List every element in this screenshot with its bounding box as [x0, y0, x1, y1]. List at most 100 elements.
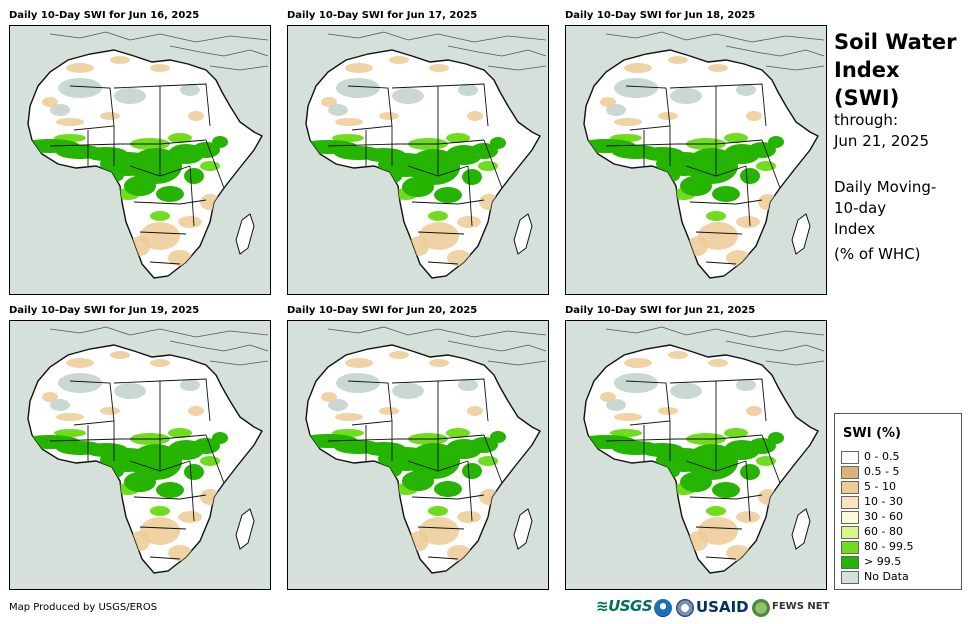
legend-swatch	[841, 571, 859, 584]
madagascar	[513, 213, 533, 255]
moist-soil-area	[724, 133, 748, 143]
legend-label: > 99.5	[864, 555, 902, 568]
saturated-soil-area	[212, 136, 228, 148]
africa-map-svg	[288, 26, 548, 294]
panel-title: Daily 10-Day SWI for Jun 17, 2025	[287, 10, 478, 21]
country-border	[761, 139, 781, 189]
legend-label: 5 - 10	[864, 480, 896, 493]
moist-soil-area	[724, 428, 748, 438]
no-data-area	[58, 78, 102, 98]
moist-soil-area	[706, 506, 726, 516]
saturated-soil-area	[192, 142, 220, 158]
panel-title: Daily 10-Day SWI for Jun 16, 2025	[9, 10, 200, 21]
moist-soil-area	[446, 133, 470, 143]
saturated-soil-area	[680, 176, 712, 196]
country-border	[605, 143, 677, 147]
neighbor-coastline	[725, 45, 825, 57]
africa-map	[9, 320, 271, 590]
moist-soil-area	[168, 133, 192, 143]
legend-swatch	[841, 556, 859, 569]
dry-soil-area	[658, 112, 678, 120]
no-data-area	[180, 379, 200, 391]
dry-soil-area	[140, 517, 180, 545]
dry-soil-area	[746, 111, 762, 121]
africa-map	[287, 320, 549, 590]
country-border	[437, 378, 489, 422]
saturated-soil-area	[156, 482, 184, 498]
legend-swatch	[841, 496, 859, 509]
panel-title: Daily 10-Day SWI for Jun 20, 2025	[287, 305, 478, 316]
legend-swatch	[841, 541, 859, 554]
country-border	[159, 83, 211, 127]
neighbor-coastline	[49, 326, 269, 338]
neighbor-coastline	[327, 326, 547, 338]
legend-swatch	[841, 526, 859, 539]
madagascar	[513, 508, 533, 550]
saturated-soil-area	[712, 482, 740, 498]
dry-soil-area	[56, 118, 84, 126]
africa-map	[565, 25, 827, 295]
through-date: Jun 21, 2025	[834, 132, 930, 150]
country-border	[149, 556, 181, 560]
country-border	[745, 165, 751, 227]
no-data-area	[606, 399, 626, 411]
no-data-area	[328, 399, 348, 411]
dry-soil-area	[100, 112, 120, 120]
legend-label: 0 - 0.5	[864, 450, 900, 463]
madagascar	[791, 213, 811, 255]
dry-soil-area	[168, 545, 192, 561]
country-border	[605, 438, 677, 442]
legend-label: 10 - 30	[864, 495, 903, 508]
dry-soil-area	[66, 358, 94, 368]
country-border	[625, 85, 671, 131]
saturated-soil-area	[490, 137, 506, 149]
legend-label: 0.5 - 5	[864, 465, 900, 478]
dry-soil-area	[467, 406, 483, 416]
dry-soil-area	[624, 358, 652, 368]
country-border	[695, 231, 743, 235]
country-border	[347, 85, 393, 131]
saturated-soil-area	[212, 432, 228, 444]
dry-soil-area	[736, 216, 760, 228]
dry-soil-area	[708, 64, 728, 72]
saturated-soil-area	[470, 437, 498, 453]
saturated-soil-area	[192, 438, 220, 454]
usaid-logo: USAID	[696, 598, 749, 616]
legend-label: 60 - 80	[864, 525, 903, 538]
dry-soil-area	[614, 413, 642, 421]
usgs-logo: ≋USGS	[596, 597, 653, 615]
country-border	[745, 460, 751, 522]
desc-line3: Index	[834, 220, 876, 238]
saturated-soil-area	[768, 432, 784, 444]
no-data-area	[458, 84, 478, 96]
country-border	[705, 556, 737, 560]
saturated-soil-area	[470, 143, 498, 159]
country-border	[689, 199, 763, 205]
country-border	[417, 526, 465, 530]
dry-soil-area	[467, 111, 483, 121]
product-title-line2: Index (SWI)	[834, 58, 900, 110]
dry-soil-area	[345, 63, 373, 73]
dry-soil-area	[658, 407, 678, 415]
saturated-soil-area	[462, 463, 482, 479]
dry-soil-area	[100, 407, 120, 415]
legend-swatch	[841, 481, 859, 494]
globe-icon	[752, 599, 770, 617]
saturated-soil-area	[748, 438, 776, 454]
dry-soil-area	[168, 250, 192, 266]
no-data-area	[458, 379, 478, 391]
country-border	[159, 378, 211, 422]
seal-logo-icon	[676, 599, 694, 617]
saturated-soil-area	[124, 472, 156, 492]
neighbor-coastline	[487, 360, 547, 366]
country-border	[133, 494, 207, 500]
noaa-logo-icon	[654, 599, 672, 617]
dry-soil-area	[150, 64, 170, 72]
saturated-soil-area	[402, 471, 434, 491]
country-border	[705, 261, 737, 265]
dry-soil-area	[110, 351, 130, 359]
country-border	[483, 434, 503, 484]
no-data-area	[392, 383, 424, 399]
country-border	[347, 380, 393, 426]
no-data-area	[736, 84, 756, 96]
